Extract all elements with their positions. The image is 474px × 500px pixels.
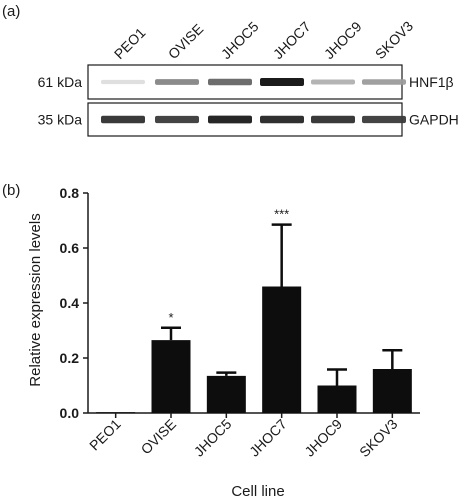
significance-mark: *** <box>274 207 289 222</box>
y-tick-label: 0.4 <box>60 295 80 311</box>
bar <box>372 369 412 413</box>
protein-label: HNF1β <box>409 74 454 90</box>
blot-band <box>101 115 145 124</box>
blot-band <box>101 79 145 85</box>
lane-label: JHOC9 <box>321 18 365 62</box>
panel-b-bar-chart: (b) 0.0 0.2 0.4 0.6 0.8 PEO1 OVISE * JHOC5 JHOC7 *… <box>2 182 420 500</box>
bar <box>151 340 191 413</box>
bar <box>262 286 302 413</box>
y-tick-label: 0.6 <box>60 240 80 256</box>
y-tick-label: 0.8 <box>60 185 80 201</box>
x-tick-label: PEO1 <box>86 416 124 454</box>
x-axis-label: Cell line <box>231 483 284 500</box>
lane-label: SKOV3 <box>372 18 416 62</box>
x-tick-label: SKOV3 <box>356 416 400 460</box>
lane-label: OVISE <box>165 21 207 63</box>
blot-band <box>311 79 355 85</box>
bar <box>96 412 136 414</box>
bar <box>317 385 357 413</box>
y-tick-label: 0.0 <box>60 405 80 421</box>
blot-band <box>311 115 355 124</box>
y-axis-label: Relative expression levels <box>27 213 44 386</box>
blot-band <box>208 78 252 86</box>
protein-label: GAPDH <box>409 112 459 128</box>
blot-band <box>362 79 406 85</box>
panel-b-label: (b) <box>2 182 20 199</box>
lane-label: PEO1 <box>111 24 149 62</box>
significance-mark: * <box>168 310 173 325</box>
panel-a-label: (a) <box>2 3 20 20</box>
chart-area: 0.0 0.2 0.4 0.6 0.8 PEO1 OVISE * JHOC5 JHOC7 *** JH… <box>60 185 420 460</box>
blot-band <box>155 79 199 85</box>
molecular-weight-label: 61 kDa <box>38 74 83 90</box>
blot-band <box>362 115 406 124</box>
bar <box>206 375 246 413</box>
lane-label: JHOC7 <box>270 18 314 62</box>
blot-band <box>260 115 304 124</box>
molecular-weight-label: 35 kDa <box>38 112 83 128</box>
x-tick-label: JHOC5 <box>191 416 235 460</box>
x-tick-label: JHOC9 <box>301 416 345 460</box>
x-tick-label: JHOC7 <box>246 416 290 460</box>
y-tick-label: 0.2 <box>60 350 80 366</box>
panel-a-western-blot: (a) PEO1 OVISE JHOC5 JHOC7 JHOC9 SKOV3 61 kDa… <box>2 3 459 137</box>
lane-label: JHOC5 <box>218 18 262 62</box>
blot-rows: 61 kDa HNF1β 35 kDa GAPDH <box>38 64 459 137</box>
x-tick-label: OVISE <box>138 416 180 458</box>
blot-band <box>155 115 199 124</box>
blot-band <box>208 115 252 124</box>
lane-labels: PEO1 OVISE JHOC5 JHOC7 JHOC9 SKOV3 <box>111 18 416 62</box>
blot-band <box>260 78 304 86</box>
